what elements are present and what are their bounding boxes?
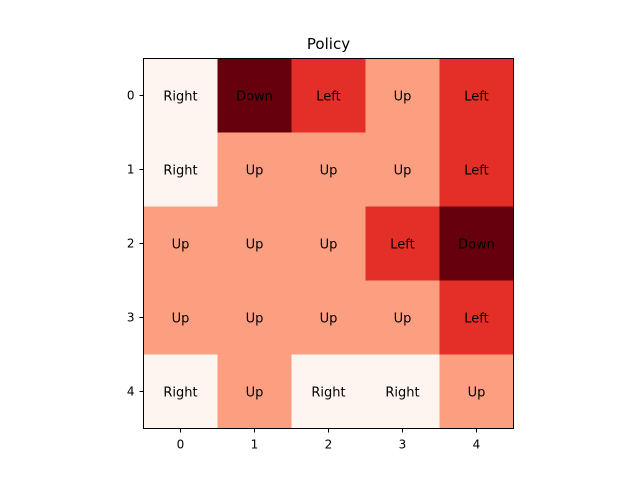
cell-label-r0-c4: Left [464, 90, 488, 105]
cell-label-r0-c2: Left [316, 90, 340, 105]
heatmap-cell-r3-c3 [365, 280, 440, 355]
x-tick-label-0: 0 [177, 438, 185, 452]
heatmap-cell-r0-c1 [217, 58, 292, 133]
cell-label-r0-c1: Down [236, 90, 273, 105]
cell-label-r0-c3: Up [394, 90, 412, 105]
heatmap-cell-r1-c1 [217, 132, 292, 207]
x-tick-label-2: 2 [325, 438, 333, 452]
heatmap-cells [143, 58, 514, 429]
heatmap-cell-r4-c2 [291, 354, 366, 429]
heatmap-cell-r1-c0 [143, 132, 218, 207]
chart-title: Policy [307, 35, 350, 53]
cell-label-r3-c3: Up [394, 312, 412, 327]
cell-label-r1-c1: Up [246, 164, 264, 179]
heatmap-cell-r4-c1 [217, 354, 292, 429]
y-tick-label-4: 4 [127, 385, 135, 399]
heatmap-cell-r1-c4 [439, 132, 514, 207]
cell-label-r4-c3: Right [385, 386, 419, 401]
heatmap-cell-r3-c1 [217, 280, 292, 355]
x-tick-label-3: 3 [399, 438, 407, 452]
heatmap-cell-r2-c1 [217, 206, 292, 281]
y-tick-label-3: 3 [127, 311, 135, 325]
cell-label-r1-c4: Left [464, 164, 488, 179]
cell-label-r2-c0: Up [172, 238, 190, 253]
heatmap-cell-r4-c0 [143, 354, 218, 429]
heatmap-cell-r4-c4 [439, 354, 514, 429]
heatmap-cell-r2-c0 [143, 206, 218, 281]
y-tick-label-0: 0 [127, 89, 135, 103]
heatmap-cell-r4-c3 [365, 354, 440, 429]
y-tick-label-1: 1 [127, 163, 135, 177]
heatmap-cell-r3-c0 [143, 280, 218, 355]
cell-label-r4-c0: Right [163, 386, 197, 401]
cell-label-r3-c0: Up [172, 312, 190, 327]
cell-label-r4-c2: Right [311, 386, 345, 401]
cell-label-r3-c2: Up [320, 312, 338, 327]
cell-label-r2-c4: Down [458, 238, 495, 253]
cell-label-r2-c1: Up [246, 238, 264, 253]
cell-label-r1-c0: Right [163, 164, 197, 179]
cell-label-r1-c2: Up [320, 164, 338, 179]
heatmap-cell-r3-c4 [439, 280, 514, 355]
heatmap-cell-labels: Right Down Left Up Left Right Up Up Up Left Up Up Up… [163, 90, 495, 401]
heatmap-cell-r2-c2 [291, 206, 366, 281]
cell-label-r3-c4: Left [464, 312, 488, 327]
x-tick-label-1: 1 [251, 438, 259, 452]
cell-label-r3-c1: Up [246, 312, 264, 327]
cell-label-r0-c0: Right [163, 90, 197, 105]
heatmap-cell-r3-c2 [291, 280, 366, 355]
heatmap-cell-r0-c3 [365, 58, 440, 133]
x-tick-label-4: 4 [473, 438, 481, 452]
heatmap-cell-r0-c4 [439, 58, 514, 133]
heatmap-cell-r1-c2 [291, 132, 366, 207]
x-axis-ticks: 0 1 2 3 4 [177, 428, 481, 452]
cell-label-r2-c2: Up [320, 238, 338, 253]
cell-label-r1-c3: Up [394, 164, 412, 179]
heatmap-cell-r0-c0 [143, 58, 218, 133]
cell-label-r4-c1: Up [246, 386, 264, 401]
heatmap-cell-r0-c2 [291, 58, 366, 133]
y-tick-label-2: 2 [127, 237, 135, 251]
heatmap-cell-r2-c3 [365, 206, 440, 281]
heatmap-cell-r1-c3 [365, 132, 440, 207]
heatmap-cell-r2-c4 [439, 206, 514, 281]
y-axis-ticks: 0 1 2 3 4 [127, 89, 144, 399]
cell-label-r2-c3: Left [390, 238, 414, 253]
cell-label-r4-c4: Up [468, 386, 486, 401]
